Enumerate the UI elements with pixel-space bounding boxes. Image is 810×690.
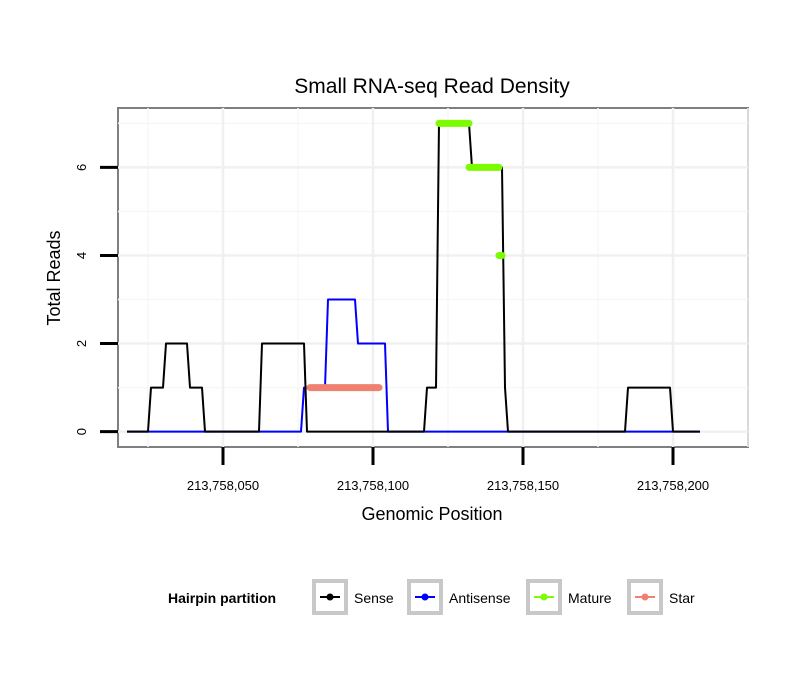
y-tick-label: 4: [74, 252, 89, 259]
legend-key-point-antisense: [421, 593, 429, 601]
x-axis: 213,758,050 213,758,100 213,758,150 213,758…: [187, 447, 709, 493]
legend-label-star: Star: [669, 590, 695, 606]
legend-key-point-sense: [326, 593, 334, 601]
legend: Hairpin partition Sense Antisense Mature St…: [168, 579, 695, 615]
legend-label-antisense: Antisense: [449, 590, 511, 606]
legend-label-mature: Mature: [568, 590, 612, 606]
series-group: [127, 119, 700, 433]
chart-title: Small RNA-seq Read Density: [294, 75, 570, 98]
x-tick-label: 213,758,200: [637, 478, 709, 493]
y-tick-label: 2: [74, 340, 89, 347]
x-tick-label: 213,758,150: [487, 478, 559, 493]
plot-panel: [117, 107, 749, 448]
legend-label-sense: Sense: [354, 590, 394, 606]
y-axis: 0 2 4 6: [74, 164, 118, 435]
legend-key-point-star: [641, 593, 649, 601]
y-tick-label: 6: [74, 164, 89, 171]
x-tick-label: 213,758,100: [337, 478, 409, 493]
legend-key-point-mature: [540, 593, 548, 601]
antisense-series-line: [127, 298, 700, 433]
sense-series-line: [127, 122, 700, 433]
y-tick-label: 0: [74, 428, 89, 435]
x-tick-label: 213,758,050: [187, 478, 259, 493]
legend-title: Hairpin partition: [168, 590, 276, 606]
x-axis-title: Genomic Position: [361, 504, 502, 524]
y-axis-title: Total Reads: [44, 230, 64, 325]
